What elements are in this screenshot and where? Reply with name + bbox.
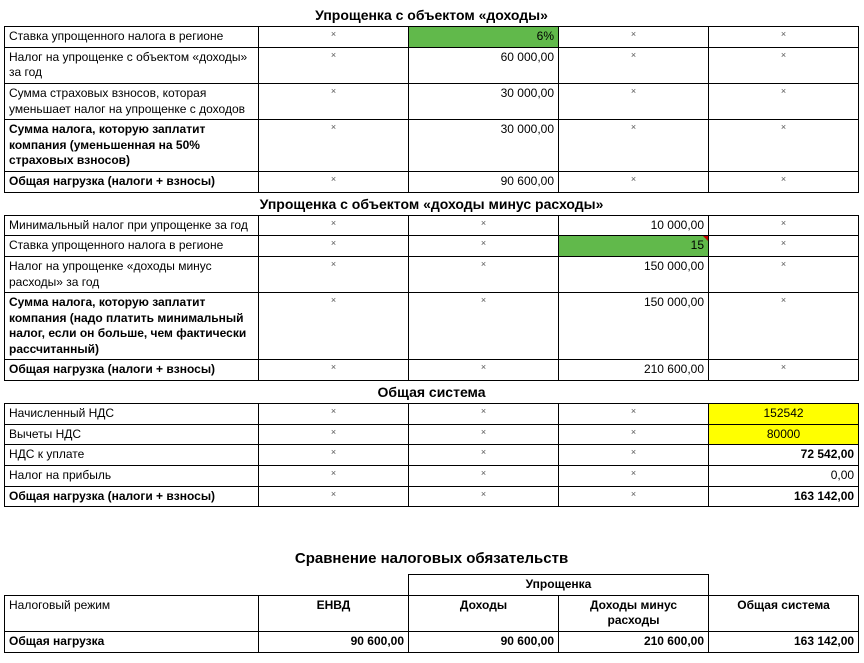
summary-total-3: 163 142,00 [709, 632, 859, 653]
summary-total-1: 90 600,00 [409, 632, 559, 653]
s2-row-3-label: Сумма налога, которую заплатит компания … [5, 293, 259, 360]
s3-row-1-c1 [409, 424, 559, 445]
s1-row-2-c3 [709, 83, 859, 119]
summary-upr-group: Упрощенка [409, 575, 709, 596]
s3-row-1-c3: 80000 [709, 424, 859, 445]
s1-row-1-c3 [709, 47, 859, 83]
s3-row-0-c1 [409, 404, 559, 425]
s2-row-3-c1 [409, 293, 559, 360]
s3-row-4-c0 [259, 486, 409, 507]
s1-title: Упрощенка с объектом «доходы» [5, 4, 859, 27]
s1-row-2-c0 [259, 83, 409, 119]
s1-row-3-c1: 30 000,00 [409, 120, 559, 172]
summary-blank-1 [5, 575, 259, 596]
s2-row-4-c2: 210 600,00 [559, 360, 709, 381]
summary-col-1: Доходы [409, 595, 559, 631]
summary-total-2: 210 600,00 [559, 632, 709, 653]
s1-row-4-label: Общая нагрузка (налоги + взносы) [5, 171, 259, 192]
tax-table: Упрощенка с объектом «доходы»Ставка упро… [4, 4, 859, 653]
s1-row-2-c1: 30 000,00 [409, 83, 559, 119]
s3-row-4-c1 [409, 486, 559, 507]
s2-row-0-c2: 10 000,00 [559, 215, 709, 236]
s3-row-2-c0 [259, 445, 409, 466]
s3-row-2-c3: 72 542,00 [709, 445, 859, 466]
s1-row-4-c2 [559, 171, 709, 192]
s2-row-2-label: Налог на упрощенке «доходы минус расходы… [5, 256, 259, 292]
s3-row-0-c3: 152542 [709, 404, 859, 425]
s1-row-2-c2 [559, 83, 709, 119]
s2-row-1-c0 [259, 236, 409, 257]
summary-blank-2 [259, 575, 409, 596]
s2-row-1-c2: 15 [559, 236, 709, 257]
s1-row-2-label: Сумма страховых взносов, которая уменьша… [5, 83, 259, 119]
s3-row-3-label: Налог на прибыль [5, 466, 259, 487]
summary-col-3: Общая система [709, 595, 859, 631]
s2-row-0-c3 [709, 215, 859, 236]
s1-row-0-c0 [259, 27, 409, 48]
s1-row-3-c2 [559, 120, 709, 172]
s2-row-2-c2: 150 000,00 [559, 256, 709, 292]
s2-row-3-c2: 150 000,00 [559, 293, 709, 360]
s1-row-0-label: Ставка упрощенного налога в регионе [5, 27, 259, 48]
s1-row-1-c2 [559, 47, 709, 83]
s2-row-1-c1 [409, 236, 559, 257]
s1-row-0-c1: 6% [409, 27, 559, 48]
s3-row-1-label: Вычеты НДС [5, 424, 259, 445]
s3-row-3-c0 [259, 466, 409, 487]
s1-row-3-c0 [259, 120, 409, 172]
summary-col-2: Доходы минус расходы [559, 595, 709, 631]
s2-row-1-c3 [709, 236, 859, 257]
s1-row-1-label: Налог на упрощенке с объектом «доходы» з… [5, 47, 259, 83]
s2-row-4-label: Общая нагрузка (налоги + взносы) [5, 360, 259, 381]
s3-row-0-c0 [259, 404, 409, 425]
s3-row-2-c1 [409, 445, 559, 466]
s3-row-4-c2 [559, 486, 709, 507]
s3-row-0-c2 [559, 404, 709, 425]
s3-row-3-c1 [409, 466, 559, 487]
summary-total-label: Общая нагрузка [5, 632, 259, 653]
s1-row-4-c1: 90 600,00 [409, 171, 559, 192]
s3-row-4-label: Общая нагрузка (налоги + взносы) [5, 486, 259, 507]
s2-title: Упрощенка с объектом «доходы минус расхо… [5, 192, 859, 215]
summary-total-0: 90 600,00 [259, 632, 409, 653]
s2-row-3-c0 [259, 293, 409, 360]
s1-row-3-c3 [709, 120, 859, 172]
s1-row-4-c0 [259, 171, 409, 192]
s2-row-2-c1 [409, 256, 559, 292]
s3-row-1-c2 [559, 424, 709, 445]
s2-row-1-label: Ставка упрощенного налога в регионе [5, 236, 259, 257]
s2-row-3-c3 [709, 293, 859, 360]
s2-row-0-c1 [409, 215, 559, 236]
s3-row-3-c3: 0,00 [709, 466, 859, 487]
s2-row-4-c1 [409, 360, 559, 381]
summary-blank-3 [709, 575, 859, 596]
summary-title: Сравнение налоговых обязательств [5, 529, 859, 575]
s1-row-4-c3 [709, 171, 859, 192]
s3-title: Общая система [5, 381, 859, 404]
s2-row-4-c0 [259, 360, 409, 381]
s2-row-2-c3 [709, 256, 859, 292]
s2-row-0-c0 [259, 215, 409, 236]
s3-row-2-label: НДС к уплате [5, 445, 259, 466]
s3-row-2-c2 [559, 445, 709, 466]
s3-row-4-c3: 163 142,00 [709, 486, 859, 507]
s1-row-0-c3 [709, 27, 859, 48]
s2-row-4-c3 [709, 360, 859, 381]
s1-row-3-label: Сумма налога, которую заплатит компания … [5, 120, 259, 172]
s1-row-1-c1: 60 000,00 [409, 47, 559, 83]
s1-row-0-c2 [559, 27, 709, 48]
s2-row-0-label: Минимальный налог при упрощенке за год [5, 215, 259, 236]
s3-row-1-c0 [259, 424, 409, 445]
s3-row-0-label: Начисленный НДС [5, 404, 259, 425]
s2-row-2-c0 [259, 256, 409, 292]
summary-mode-label: Налоговый режим [5, 595, 259, 631]
s1-row-1-c0 [259, 47, 409, 83]
s3-row-3-c2 [559, 466, 709, 487]
summary-col-0: ЕНВД [259, 595, 409, 631]
